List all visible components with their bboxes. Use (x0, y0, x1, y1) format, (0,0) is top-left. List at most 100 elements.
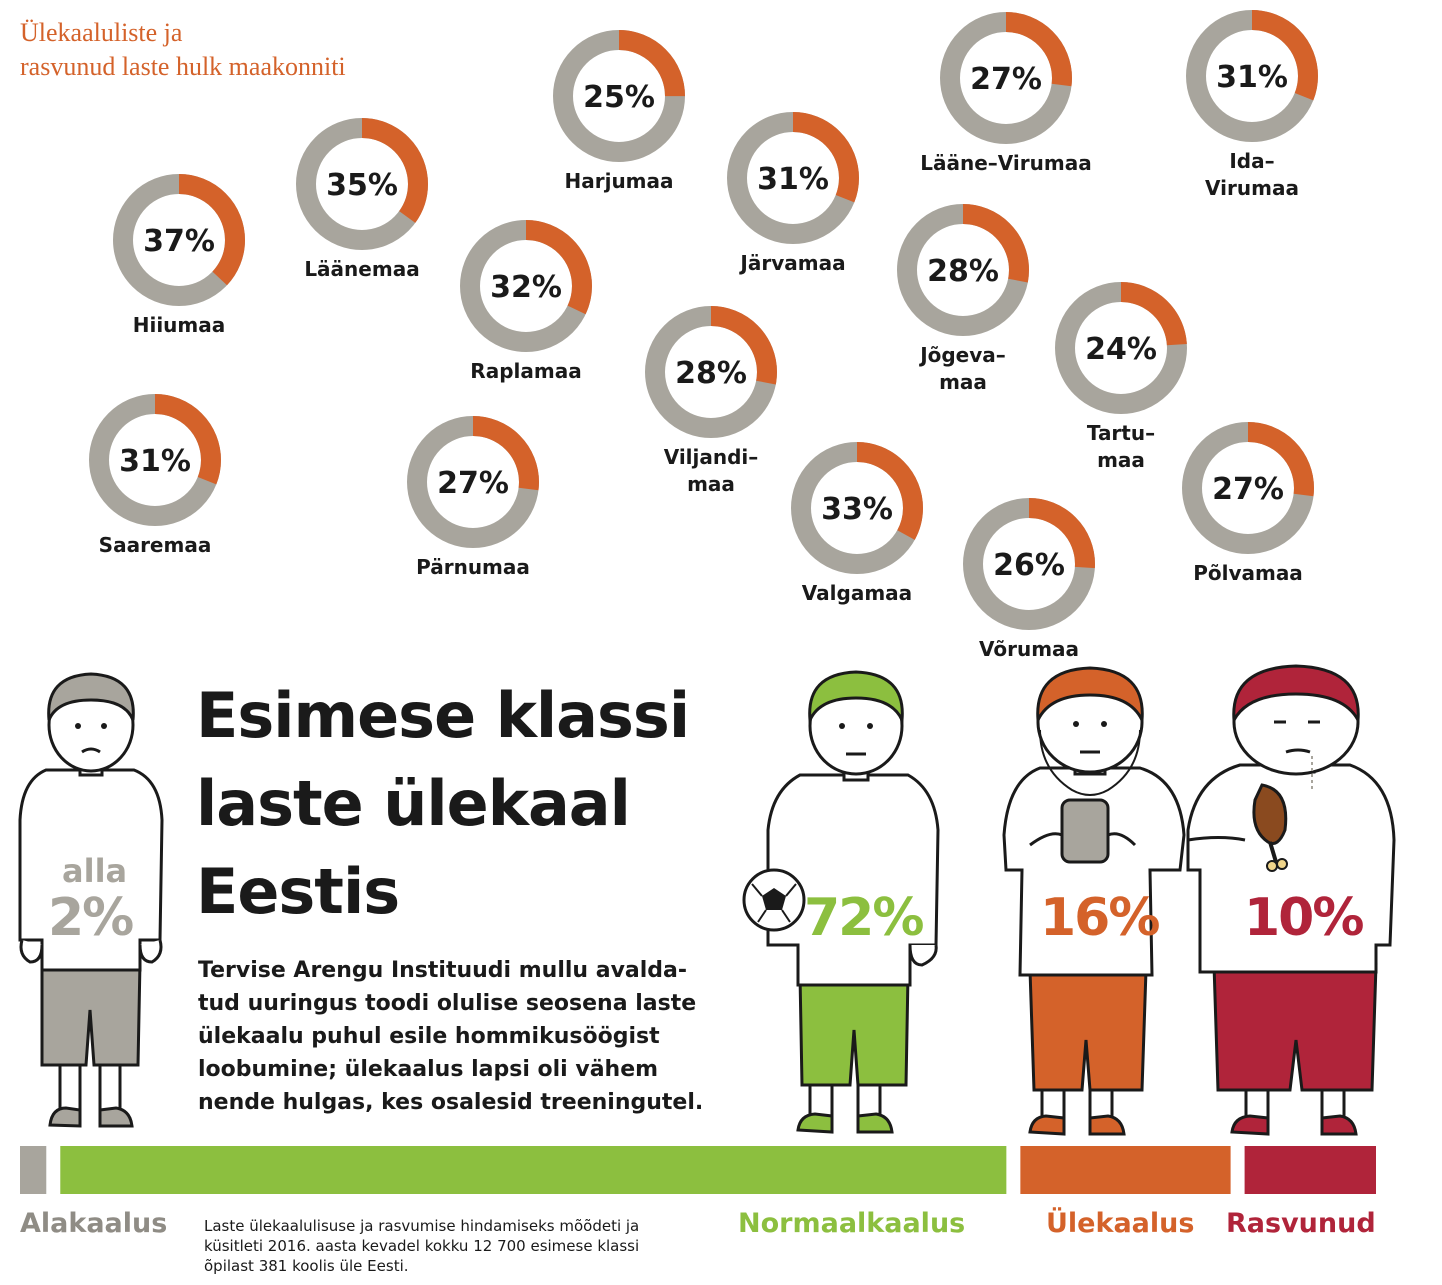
donut-slice (407, 416, 539, 548)
bar-label-overweight: Ülekaalus (1046, 1208, 1195, 1239)
bar-segment-3 (1244, 1146, 1376, 1194)
donut-county-label: maa (1097, 448, 1145, 472)
donut-county-label: Järvamaa (738, 251, 845, 275)
donut-value-label: 31% (119, 444, 191, 479)
donut-county-label: Harjumaa (564, 169, 673, 193)
overweight-value: 16% (1040, 888, 1160, 948)
donut-slice (1055, 282, 1187, 414)
subtitle-line-2: rasvunud laste hulk maakonniti (20, 52, 346, 81)
donut-slice (897, 204, 1029, 336)
donut-läänemaa: 35% Läänemaa (296, 118, 428, 281)
donut-county-label: Saaremaa (99, 533, 212, 557)
donut-valgamaa: 33% Valgamaa (791, 442, 923, 605)
donut-value-label: 28% (675, 356, 747, 391)
footnote-line-2: küsitleti 2016. aasta kevadel kokku 12 7… (204, 1237, 640, 1255)
donut-harjumaa: 25% Harjumaa (553, 30, 685, 193)
donut-county-label: Viljandi– (664, 445, 759, 469)
main-headline: Esimese klassi laste ülekaal Eestis (196, 672, 690, 936)
donut-value-label: 27% (437, 466, 509, 501)
donut-saaremaa: 31% Saaremaa (89, 394, 221, 557)
underweight-figure (18, 672, 164, 1128)
donut-county-label: Virumaa (1205, 176, 1299, 200)
chart-subtitle: Ülekaaluliste ja rasvunud laste hulk maa… (20, 16, 346, 84)
headline-line-3: Eestis (196, 855, 400, 928)
donut-county-label: Lääne–Virumaa (920, 151, 1091, 175)
donut-slice (460, 220, 592, 352)
body-line-2: tud uuringus toodi olulise seosena laste (198, 991, 697, 1016)
underweight-value: 2% (48, 888, 134, 948)
donut-slice (645, 306, 777, 438)
donut-county-label: Ida– (1229, 149, 1274, 173)
donut-value-label: 31% (757, 162, 829, 197)
donut-value-label: 33% (821, 492, 893, 527)
donut-value-label: 25% (583, 80, 655, 115)
footnote: Laste ülekaalulisuse ja rasvumise hindam… (204, 1216, 639, 1276)
donut-raplamaa: 32% Raplamaa (460, 220, 592, 383)
donut-county-label: maa (687, 472, 735, 496)
donut-järvamaa: 31% Järvamaa (727, 112, 859, 275)
donut-põlvamaa: 27% Põlvamaa (1182, 422, 1314, 585)
donut-value-label: 28% (927, 254, 999, 289)
donut-lääne-virumaa: 27% Lääne–Virumaa (920, 12, 1092, 175)
footnote-line-1: Laste ülekaalulisuse ja rasvumise hindam… (204, 1217, 640, 1235)
donut-county-label: Läänemaa (304, 257, 419, 281)
donut-slice (1186, 10, 1318, 142)
donut-hiiumaa: 37% Hiiumaa (113, 174, 245, 337)
donut-county-label: Põlvamaa (1193, 561, 1303, 585)
donut-value-label: 37% (143, 224, 215, 259)
body-line-5: nende hulgas, kes osalesid treeningutel. (198, 1090, 704, 1115)
donut-slice (1182, 422, 1314, 554)
donut-value-label: 26% (993, 548, 1065, 583)
body-line-1: Tervise Arengu Instituudi mullu avalda- (198, 958, 688, 983)
bar-segment-1 (60, 1146, 1007, 1194)
donut-value-label: 27% (970, 62, 1042, 97)
body-line-4: loobumine; ülekaalus lapsi oli vähem (198, 1057, 659, 1082)
weight-distribution-bar (20, 1146, 1376, 1194)
normal-weight-value: 72% (804, 888, 924, 948)
donut-value-label: 31% (1216, 60, 1288, 95)
bar-label-underweight: Alakaalus (20, 1208, 168, 1239)
donut-county-label: Pärnumaa (416, 555, 530, 579)
donut-pärnumaa: 27% Pärnumaa (407, 416, 539, 579)
bar-label-normal: Normaalkaalus (738, 1208, 966, 1239)
donut-county-label: Võrumaa (979, 637, 1079, 661)
headline-line-2: laste ülekaal (196, 767, 631, 840)
donut-county-label: maa (939, 370, 987, 394)
donut-slice (963, 498, 1095, 630)
bar-segment-0 (20, 1146, 47, 1194)
donut-slice (940, 12, 1072, 144)
donut-võrumaa: 26% Võrumaa (963, 498, 1095, 661)
donut-county-label: Raplamaa (470, 359, 581, 383)
donut-ida-virumaa: 31% Ida– Virumaa (1186, 10, 1318, 200)
county-donut-charts: 37% Hiiumaa 35% Läänemaa 25% Harjumaa 32% Rapla… (89, 10, 1318, 661)
drumstick-icon (1252, 783, 1288, 872)
tablet-icon (1060, 798, 1110, 864)
donut-slice (296, 118, 428, 250)
donut-jõgevamaa: 28% Jõgeva– maa (897, 204, 1029, 394)
headline-line-1: Esimese klassi (196, 679, 690, 752)
subtitle-line-1: Ülekaaluliste ja (20, 18, 183, 47)
donut-county-label: Tartu– (1087, 421, 1155, 445)
underweight-prefix: alla (62, 852, 128, 890)
donut-value-label: 24% (1085, 332, 1157, 367)
normal-weight-figure (742, 670, 940, 1134)
obese-value: 10% (1244, 888, 1364, 948)
donut-slice (553, 30, 685, 162)
overweight-figure (1002, 666, 1186, 1136)
donut-county-label: Jõgeva– (918, 343, 1006, 367)
donut-value-label: 27% (1212, 472, 1284, 507)
donut-viljandimaa: 28% Viljandi– maa (645, 306, 777, 496)
body-text: Tervise Arengu Instituudi mullu avalda- … (198, 954, 718, 1119)
donut-slice (113, 174, 245, 306)
body-line-3: ülekaalu puhul esile hommikusöögist (198, 1024, 660, 1049)
obese-figure (1186, 664, 1396, 1136)
bar-label-obese: Rasvunud (1226, 1208, 1376, 1239)
donut-slice (89, 394, 221, 526)
donut-county-label: Hiiumaa (133, 313, 226, 337)
donut-slice (727, 112, 859, 244)
donut-slice (791, 442, 923, 574)
bar-segment-2 (1020, 1146, 1231, 1194)
donut-tartumaa: 24% Tartu– maa (1055, 282, 1187, 472)
footnote-line-3: õpilast 381 koolis üle Eesti. (204, 1257, 409, 1275)
